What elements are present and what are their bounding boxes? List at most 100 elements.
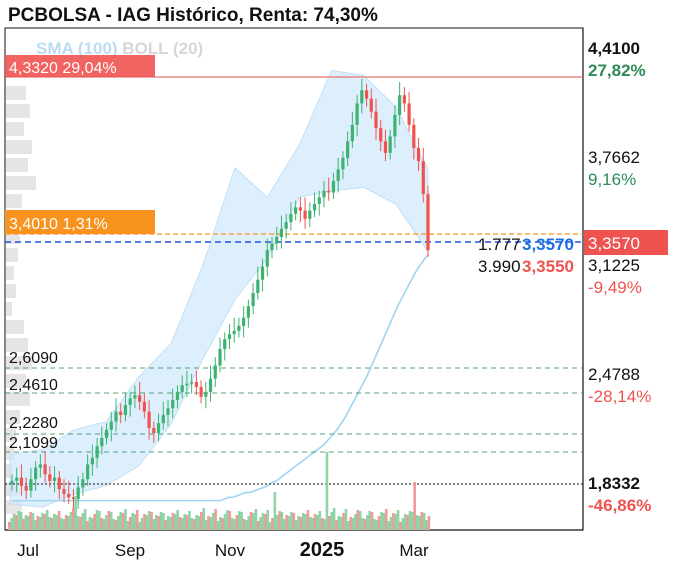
volume-bar bbox=[53, 514, 56, 530]
axis-price-label: 2,4788 bbox=[588, 365, 640, 384]
volume-profile-bar bbox=[6, 302, 12, 316]
volume-bar bbox=[154, 515, 158, 530]
volume-bar bbox=[211, 513, 215, 530]
volume-bar bbox=[425, 520, 428, 530]
volume-bar bbox=[273, 492, 277, 530]
volume-bar bbox=[188, 511, 191, 530]
volume-bar bbox=[323, 519, 326, 530]
candle-body bbox=[119, 411, 123, 415]
candle-body bbox=[426, 194, 430, 251]
candle-body bbox=[24, 485, 28, 491]
volume-bar bbox=[266, 510, 270, 530]
candle-body bbox=[10, 480, 14, 485]
candle-body bbox=[138, 395, 142, 402]
volume-bar bbox=[195, 515, 198, 530]
indicator-legend[interactable]: SMA (100) BOLL (20) bbox=[36, 39, 203, 59]
order-price-label: 3,3570 bbox=[522, 235, 574, 254]
volume-bar bbox=[41, 513, 44, 530]
boll-legend[interactable]: BOLL (20) bbox=[122, 39, 204, 58]
candle-body bbox=[114, 411, 118, 422]
candle-body bbox=[175, 391, 180, 401]
left-label: 2,2280 bbox=[9, 415, 58, 432]
volume-bar bbox=[335, 520, 338, 530]
volume-bar bbox=[318, 511, 322, 530]
volume-bar bbox=[380, 512, 383, 530]
volume-bar bbox=[81, 513, 85, 530]
volume-bar bbox=[138, 522, 141, 530]
volume-bar bbox=[176, 510, 179, 530]
candle-body bbox=[256, 279, 260, 293]
volume-bar bbox=[178, 517, 182, 530]
volume-bar bbox=[204, 520, 208, 530]
volume-bar bbox=[12, 514, 16, 530]
volume-bar bbox=[268, 522, 272, 530]
volume-bar bbox=[62, 519, 66, 530]
candle-body bbox=[303, 210, 307, 219]
volume-profile-bar bbox=[6, 194, 22, 208]
candle-body bbox=[128, 398, 132, 406]
candle-body bbox=[133, 395, 137, 399]
candle-body bbox=[336, 169, 340, 181]
volume-bar bbox=[349, 517, 352, 530]
volume-bar bbox=[43, 514, 47, 530]
volume-profile-bar bbox=[6, 284, 16, 298]
volume-profile-bar bbox=[6, 140, 32, 154]
volume-bar bbox=[64, 515, 68, 530]
candle-body bbox=[294, 207, 298, 214]
left-label: 2,1099 bbox=[9, 435, 58, 452]
volume-bar bbox=[264, 514, 267, 530]
volume-profile-bar bbox=[6, 428, 16, 442]
volume-profile-bar bbox=[6, 338, 28, 352]
x-tick-label: Jul bbox=[17, 541, 39, 560]
volume-profile-bar bbox=[6, 248, 18, 262]
candle-body bbox=[346, 141, 350, 158]
volume-bar bbox=[325, 452, 329, 530]
volume-bar bbox=[228, 511, 232, 530]
volume-bar bbox=[79, 517, 82, 530]
bollinger-band bbox=[9, 70, 429, 508]
sma-legend[interactable]: SMA (100) bbox=[36, 39, 118, 58]
volume-bar bbox=[368, 511, 371, 530]
candle-body bbox=[298, 207, 302, 211]
candle-body bbox=[156, 423, 161, 434]
candle-body bbox=[190, 381, 194, 384]
volume-bar bbox=[233, 519, 236, 530]
volume-bar bbox=[351, 518, 355, 530]
volume-bar bbox=[252, 513, 255, 530]
order-qty-label: 1.777 bbox=[478, 235, 521, 254]
volume-bar bbox=[136, 510, 139, 530]
axis-pct-label: 27,82% bbox=[588, 61, 646, 80]
volume-bar bbox=[214, 509, 217, 530]
volume-profile-bar bbox=[6, 104, 30, 118]
volume-bar bbox=[370, 512, 374, 530]
volume-bar bbox=[373, 519, 376, 530]
volume-bar bbox=[363, 519, 367, 530]
volume-bar bbox=[290, 512, 293, 530]
axis-pct-label: -9,49% bbox=[588, 278, 642, 297]
volume-bar bbox=[418, 516, 421, 530]
candle-body bbox=[67, 494, 71, 498]
volume-bar bbox=[411, 512, 414, 530]
volume-bar bbox=[401, 518, 405, 530]
candle-body bbox=[204, 391, 208, 397]
volume-bar bbox=[185, 515, 189, 530]
candle-body bbox=[19, 477, 24, 486]
volume-bar bbox=[105, 515, 108, 530]
candle-body bbox=[398, 95, 402, 115]
candle-body bbox=[29, 479, 33, 491]
volume-bar bbox=[275, 515, 279, 530]
volume-bar bbox=[126, 521, 130, 530]
volume-bar bbox=[221, 518, 224, 530]
volume-bar bbox=[216, 521, 220, 530]
left-label: 2,6090 bbox=[9, 350, 58, 367]
volume-bar bbox=[389, 517, 393, 530]
volume-profile-bar bbox=[6, 446, 14, 460]
volume-bar bbox=[332, 508, 336, 530]
volume-bar bbox=[261, 513, 265, 530]
candle-body bbox=[251, 292, 255, 307]
volume-bar bbox=[131, 513, 134, 530]
volume-bar bbox=[406, 515, 409, 530]
candle-body bbox=[86, 464, 90, 480]
volume-bar bbox=[114, 520, 118, 530]
